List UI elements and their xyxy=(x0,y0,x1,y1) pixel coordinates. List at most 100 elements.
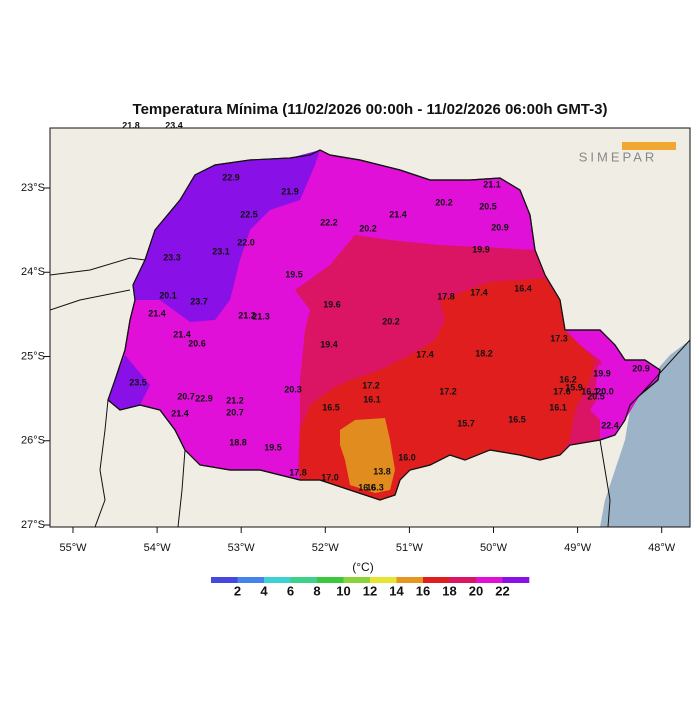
neighbor-border xyxy=(50,257,690,527)
colorbar-segment xyxy=(476,577,503,583)
colorbar-label: 16 xyxy=(416,583,430,598)
map-frame xyxy=(49,127,691,528)
region-above-22 xyxy=(133,150,320,322)
station-value: 15.9 xyxy=(565,382,583,392)
station-value: 22.5 xyxy=(240,209,258,219)
station-value: 17.4 xyxy=(416,349,434,359)
region-above-22-sw xyxy=(108,355,150,410)
station-value: 20.3 xyxy=(284,384,302,394)
colorbar-segment xyxy=(211,577,238,583)
overlay: 55°W 54°W 53°W 52°W 51°W 50°W 49°W 48°W 23°S 24°S… xyxy=(21,120,676,598)
station-value: 21.9 xyxy=(281,186,299,196)
station-value: 22.9 xyxy=(195,393,213,403)
station-value: 20.7 xyxy=(177,391,195,401)
station-value: 17.6 xyxy=(553,386,571,396)
colorbar-label: 10 xyxy=(336,583,350,598)
lat-label: 24°S xyxy=(21,266,45,278)
station-value: 16.6 xyxy=(358,482,376,492)
station-value: 17.8 xyxy=(437,291,455,301)
station-value: 16.3 xyxy=(366,482,384,492)
station-value: 19.9 xyxy=(593,368,611,378)
station-value: 22.0 xyxy=(237,237,255,247)
station-value: 16.1 xyxy=(581,386,599,396)
station-value: 23.3 xyxy=(163,252,181,262)
colorbar-segment xyxy=(264,577,291,583)
station-value: 16.1 xyxy=(549,402,567,412)
lon-label: 53°W xyxy=(228,542,256,554)
ocean xyxy=(600,340,690,527)
colorbar-label: 22 xyxy=(495,583,509,598)
station-value: 18.8 xyxy=(229,437,247,447)
station-value: 23.7 xyxy=(190,296,208,306)
station-value: 16.5 xyxy=(508,414,526,424)
station-value: 17.0 xyxy=(321,472,339,482)
station-value: 19.5 xyxy=(285,269,303,279)
lon-label: 54°W xyxy=(144,542,172,554)
station-value: 13.8 xyxy=(373,466,391,476)
colorbar-segment xyxy=(290,577,318,583)
station-value: 20.5 xyxy=(479,201,497,211)
station-value: 22.9 xyxy=(222,172,240,182)
colorbar-segment xyxy=(423,577,450,583)
colorbar-label: 2 xyxy=(234,583,241,598)
station-value: 23.5 xyxy=(129,377,147,387)
station-value: 21.4 xyxy=(148,308,166,318)
station-value: 19.4 xyxy=(320,339,338,349)
colorbar-label: 4 xyxy=(260,583,268,598)
logo-text: SIMEPAR xyxy=(579,149,658,164)
station-value: 22.4 xyxy=(601,420,619,430)
station-value: 21.4 xyxy=(389,209,407,219)
station-value: 21.4 xyxy=(171,408,189,418)
station-value: 16.0 xyxy=(398,452,416,462)
colorbar-label: 12 xyxy=(363,583,377,598)
station-value: 17.3 xyxy=(550,333,568,343)
colorbar-segment xyxy=(396,577,424,583)
station-value: 20.0 xyxy=(596,386,614,396)
station-value: 23.1 xyxy=(212,246,230,256)
region-14-16 xyxy=(340,418,395,493)
colorbar-label: 8 xyxy=(313,583,320,598)
station-value: 19.5 xyxy=(264,442,282,452)
colorbar-segment xyxy=(237,577,265,583)
station-value: 20.2 xyxy=(359,223,377,233)
state-border xyxy=(107,149,661,501)
station-value: 20.1 xyxy=(159,290,177,300)
colorbar-segment xyxy=(370,577,397,583)
colorbar-segment xyxy=(317,577,344,583)
station-value: 21.1 xyxy=(483,179,501,189)
colorbar-label: 18 xyxy=(442,583,456,598)
station-value: 16.5 xyxy=(322,402,340,412)
station-value: 18.2 xyxy=(475,348,493,358)
station-value: 20.6 xyxy=(188,338,206,348)
station-value: 16.4 xyxy=(514,283,532,293)
station-value: 17.2 xyxy=(362,380,380,390)
lon-label: 48°W xyxy=(648,542,676,554)
station-value: 19.9 xyxy=(472,244,490,254)
lat-label: 25°S xyxy=(21,350,45,362)
colorbar-segment xyxy=(502,577,530,583)
lat-label: 23°S xyxy=(21,182,45,194)
station-value: 19.6 xyxy=(323,299,341,309)
colorbar-segment xyxy=(343,577,371,583)
station-value: 23.4 xyxy=(165,120,183,130)
station-value: 21.8 xyxy=(122,120,140,130)
colorbar-segment xyxy=(449,577,477,583)
station-value: 17.4 xyxy=(470,287,488,297)
colorbar-label: 6 xyxy=(287,583,294,598)
lon-label: 51°W xyxy=(396,542,424,554)
station-value: 21.3 xyxy=(252,311,270,321)
station-value: 22.2 xyxy=(320,217,338,227)
region-20-22-coast xyxy=(595,362,650,435)
station-value: 15.7 xyxy=(457,418,475,428)
map-area xyxy=(50,128,690,527)
map-title: Temperatura Mínima (11/02/2026 00:00h - … xyxy=(133,101,608,118)
station-value: 16.2 xyxy=(559,374,577,384)
lon-label: 49°W xyxy=(564,542,592,554)
lon-label: 55°W xyxy=(59,542,87,554)
lat-label: 26°S xyxy=(21,435,45,447)
station-value: 20.7 xyxy=(226,407,244,417)
station-value: 20.5 xyxy=(587,391,605,401)
lat-label: 27°S xyxy=(21,519,45,531)
station-value: 21.2 xyxy=(226,395,244,405)
